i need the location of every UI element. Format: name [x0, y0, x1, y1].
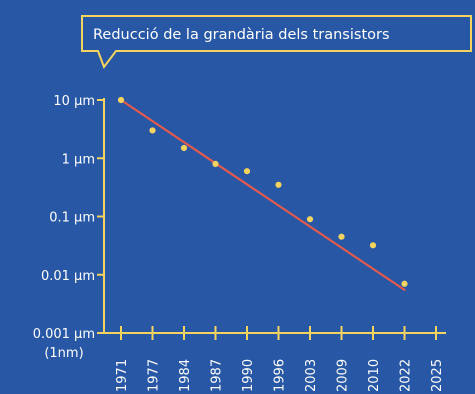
x-tick-label-1: 1977 — [147, 359, 162, 392]
data-point-8 — [369, 242, 377, 249]
data-point-7 — [338, 233, 345, 240]
data-point-2 — [180, 144, 188, 152]
trendline-group — [119, 98, 406, 291]
x-tick-label-8: 2010 — [367, 359, 382, 392]
x-tick-label-0: 1971 — [115, 359, 130, 392]
x-tick-label-2: 1984 — [178, 359, 193, 392]
trendline — [119, 98, 406, 291]
x-tick-label-4: 1990 — [241, 359, 256, 392]
data-point-9 — [401, 280, 408, 287]
x-axis-labels: 1971 1977 1984 1987 1990 1996 2003 2009 2010 2022… — [115, 359, 445, 392]
chart-axes — [97, 98, 446, 340]
x-tick-label-7: 2009 — [336, 359, 351, 392]
y-axis-ticks — [97, 99, 104, 334]
x-axis-ticks — [120, 326, 437, 340]
title-callout: Reducció de la grandària dels transistor… — [81, 15, 472, 70]
y-tick-sublabel-4: (1nm) — [44, 346, 83, 361]
y-tick-label-3: 0.01 µm — [41, 269, 95, 284]
data-point-0 — [117, 96, 125, 104]
x-tick-label-10: 2025 — [430, 359, 445, 392]
data-point-6 — [306, 216, 314, 223]
data-point-4 — [243, 168, 251, 175]
x-tick-label-5: 1996 — [273, 359, 288, 392]
chart-title: Reducció de la grandària dels transistor… — [93, 27, 390, 43]
data-point-1 — [149, 127, 156, 134]
y-tick-label-0: 10 µm — [53, 94, 95, 109]
x-tick-label-9: 2022 — [399, 359, 414, 392]
y-tick-label-2: 0.1 µm — [49, 211, 95, 226]
x-tick-label-3: 1987 — [210, 359, 225, 392]
title-callout-box — [81, 15, 472, 70]
y-tick-label-1: 1 µm — [62, 152, 95, 167]
x-tick-label-6: 2003 — [304, 359, 319, 392]
y-tick-label-4: 0.001 µm — [33, 327, 95, 342]
data-point-3 — [212, 160, 219, 167]
scatter-points — [117, 96, 408, 287]
data-point-5 — [275, 181, 282, 188]
y-axis-labels: 10 µm 1 µm 0.1 µm 0.01 µm 0.001 µm (1nm) — [33, 94, 95, 361]
